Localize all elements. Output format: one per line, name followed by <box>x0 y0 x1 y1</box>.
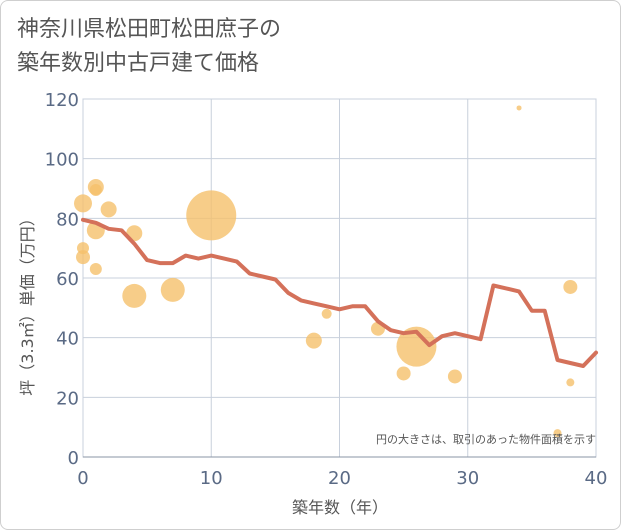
chart-title-line-2: 築年数別中古戸建て価格 <box>17 51 260 76</box>
bubble-series <box>74 105 578 438</box>
data-bubble <box>566 378 575 387</box>
data-bubble <box>89 263 102 276</box>
x-tick-label: 30 <box>456 468 479 489</box>
data-bubble <box>74 194 92 213</box>
average-price-line <box>81 217 598 368</box>
y-tick-label: 40 <box>56 329 79 350</box>
data-bubble <box>160 277 185 302</box>
chart-title: 神奈川県松田町松田庶子の 築年数別中古戸建て価格 <box>17 13 281 81</box>
data-bubble <box>186 190 237 241</box>
y-tick-label: 20 <box>56 388 79 409</box>
data-bubble <box>100 201 117 218</box>
y-tick-label: 80 <box>56 209 79 230</box>
bubble-size-note: 円の大きさは、取引のあった物件面積を示す <box>376 432 596 446</box>
x-tick-label: 10 <box>200 468 223 489</box>
x-tick-label: 20 <box>328 468 351 489</box>
data-bubble <box>321 308 332 319</box>
data-bubble <box>553 429 562 438</box>
y-tick-label: 100 <box>45 150 79 171</box>
y-tick-label: 60 <box>56 269 79 290</box>
data-bubble <box>76 250 90 265</box>
data-bubble <box>396 366 411 381</box>
y-tick-label: 120 <box>45 90 79 111</box>
x-tick-label: 0 <box>77 468 88 489</box>
x-axis-label: 築年数（年） <box>292 498 388 517</box>
data-bubble <box>516 105 522 111</box>
data-bubble <box>89 183 102 196</box>
tick-labels: 0 20 40 60 80 100 120 0 10 20 30 40 <box>45 90 608 489</box>
data-bubble <box>122 283 147 308</box>
data-bubble <box>563 279 578 294</box>
y-tick-label: 0 <box>68 448 79 469</box>
data-bubble <box>447 369 462 384</box>
data-bubble <box>305 332 322 349</box>
data-bubble <box>396 326 437 367</box>
chart-title-line-1: 神奈川県松田町松田庶子の <box>17 17 282 42</box>
grid-lines <box>82 98 597 458</box>
x-tick-label: 40 <box>585 468 608 489</box>
line-series <box>81 217 598 368</box>
y-axis-label: 坪（3.3㎡）単価（万円） <box>18 210 37 395</box>
